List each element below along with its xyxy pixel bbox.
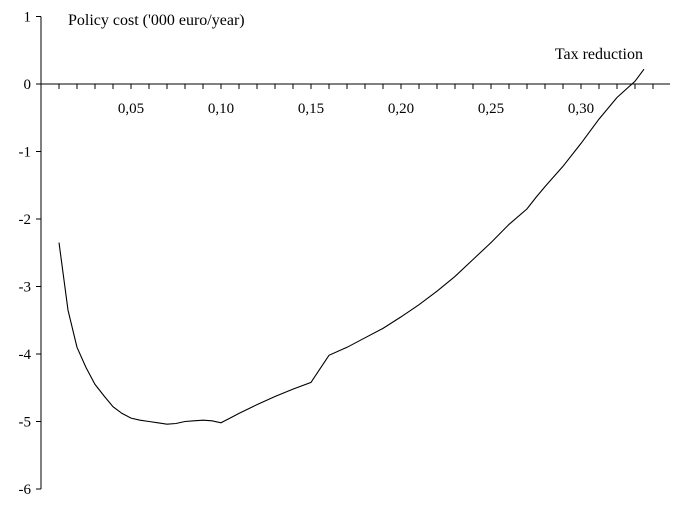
y-tick-label: -5 <box>19 415 32 431</box>
x-tick-label: 0,25 <box>478 101 504 117</box>
x-tick-label: 0,15 <box>298 101 324 117</box>
y-tick-label: 0 <box>24 77 32 93</box>
series-line <box>58 68 645 425</box>
x-tick-label: 0,05 <box>118 101 144 117</box>
y-tick-label: -3 <box>19 280 32 296</box>
y-axis-title: Policy cost ('000 euro/year) <box>68 12 245 29</box>
y-tick-label: -4 <box>19 347 32 363</box>
y-tick-label: -6 <box>19 482 32 498</box>
y-tick-label: -1 <box>19 145 32 161</box>
x-tick-label: 0,10 <box>208 101 234 117</box>
x-tick-label: 0,30 <box>568 101 594 117</box>
y-tick-label: -2 <box>19 212 32 228</box>
x-tick-label: 0,20 <box>388 101 414 117</box>
x-axis-title: Tax reduction <box>555 46 643 63</box>
y-tick-label: 1 <box>24 10 32 26</box>
